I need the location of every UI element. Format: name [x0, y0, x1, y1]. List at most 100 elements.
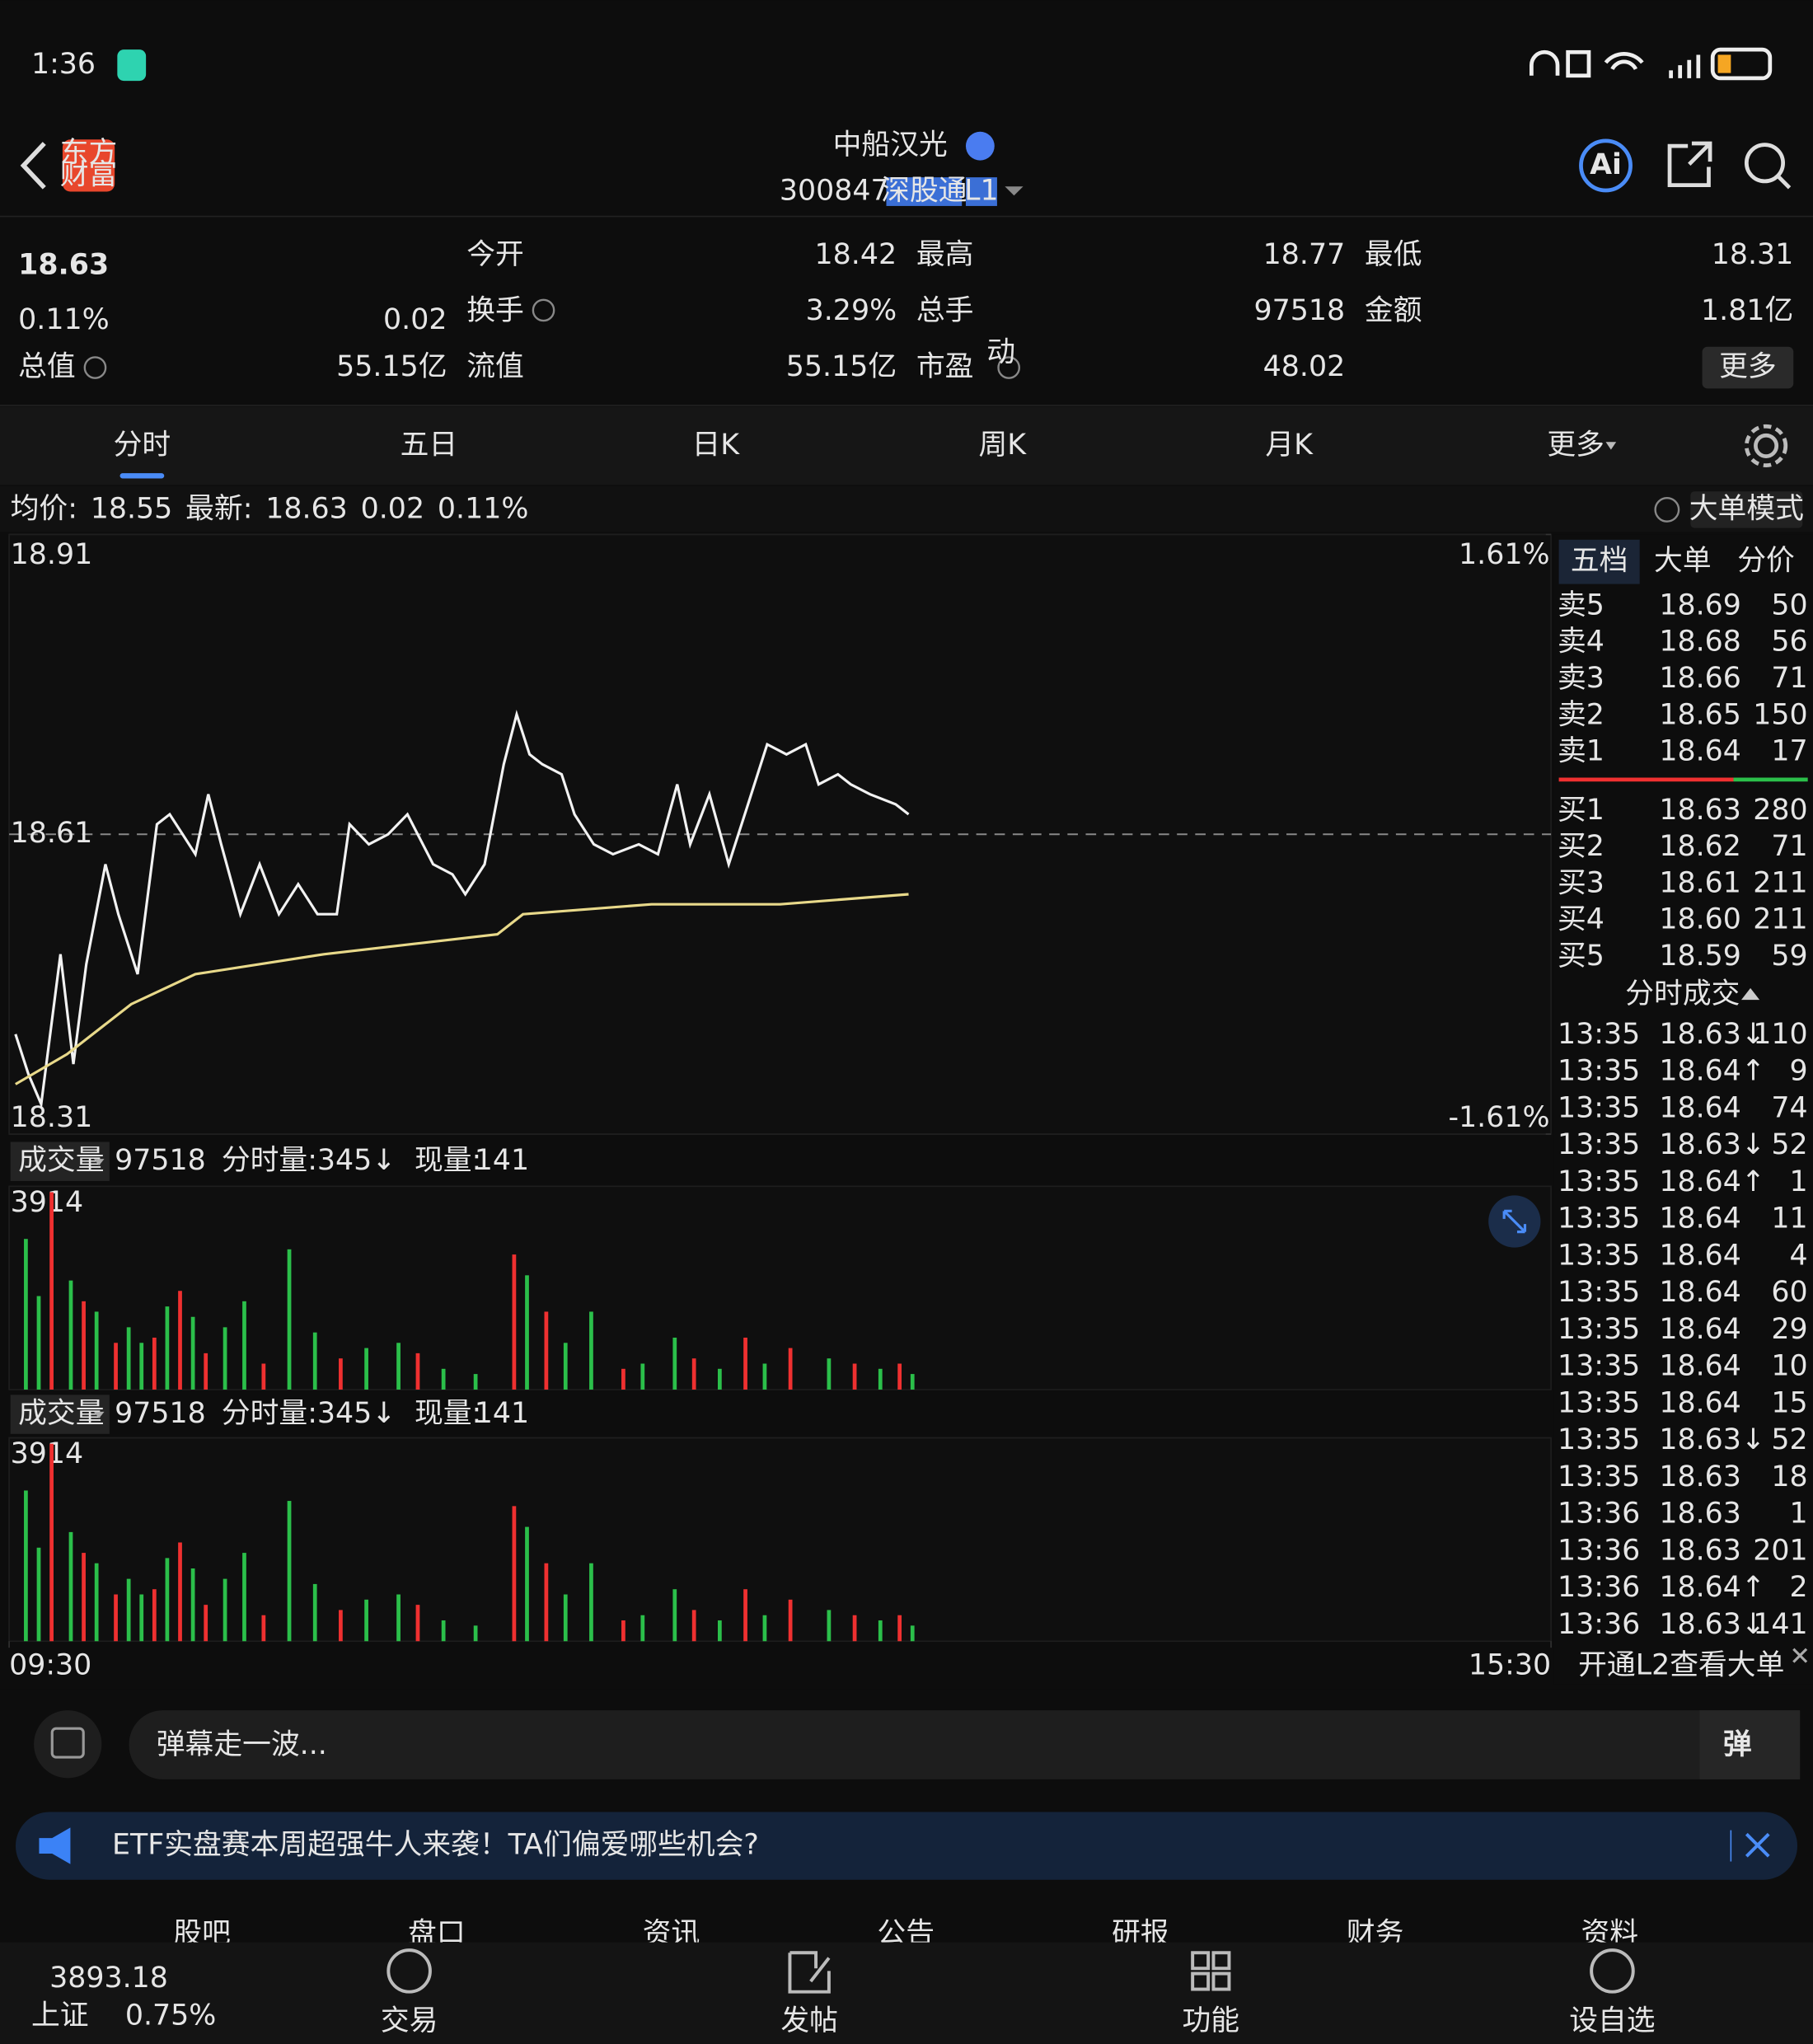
book-price: 18.68	[1659, 626, 1741, 659]
book-volume: 17	[1771, 735, 1807, 768]
field-label: 流值	[466, 350, 524, 383]
current-volume: 141	[475, 1397, 529, 1430]
search-button[interactable]	[1744, 143, 1792, 190]
nav-item[interactable]: 设自选	[1569, 2004, 1655, 2037]
side-tab[interactable]: 大单	[1654, 545, 1712, 578]
mode-button[interactable]	[1690, 491, 1803, 528]
volume-bar	[223, 1578, 227, 1642]
index-value[interactable]: 3893.18	[49, 1962, 168, 1995]
volume-bar	[852, 1615, 857, 1642]
volume-bar	[827, 1358, 832, 1390]
trade-price: 18.64	[1659, 1091, 1741, 1124]
index-name: 上证	[31, 1999, 89, 2032]
volume-selector[interactable]	[10, 1395, 110, 1434]
tab[interactable]: 更多	[1547, 429, 1605, 462]
side-panel	[1553, 534, 1813, 1685]
battery-level	[1717, 54, 1731, 73]
volume-bar	[621, 1368, 625, 1390]
more-label: 更多	[1719, 350, 1777, 383]
tab[interactable]: 月K	[1265, 429, 1314, 462]
trade-price: 18.63↓	[1659, 1608, 1765, 1641]
logo[interactable]	[62, 139, 115, 192]
volume-selector[interactable]	[10, 1142, 110, 1181]
l2-link[interactable]: 开通L2查看大单	[1578, 1648, 1784, 1681]
field-value: 55.15亿	[336, 350, 447, 383]
side-tab[interactable]: 分价	[1737, 545, 1795, 578]
volume-bar	[49, 1192, 54, 1390]
help-icon[interactable]	[1654, 497, 1680, 523]
trade-price: 18.64↑	[1659, 1055, 1765, 1088]
trade-volume: 9	[1790, 1055, 1808, 1088]
tab[interactable]: 日K	[691, 429, 740, 462]
banner-close[interactable]	[1745, 1832, 1770, 1858]
trade-volume: 18	[1771, 1460, 1807, 1493]
y-tick-label: 3914	[11, 1186, 84, 1219]
more-button[interactable]	[1702, 346, 1794, 389]
volume-bar	[589, 1563, 593, 1642]
comment-input[interactable]	[129, 1710, 1801, 1779]
volume-bar	[242, 1553, 246, 1642]
book-label: 买3	[1558, 866, 1605, 899]
volume-bar	[364, 1599, 368, 1642]
trade-volume: 52	[1771, 1128, 1807, 1161]
back-button[interactable]	[20, 142, 46, 190]
field-value: 97518	[1254, 294, 1346, 327]
collapse-icon[interactable]	[1741, 987, 1760, 1001]
y2-tick-label: 1.61%	[1459, 538, 1549, 571]
danmaku-button[interactable]	[1699, 1710, 1801, 1779]
volume-bar	[878, 1620, 883, 1642]
volume-bar	[24, 1490, 28, 1642]
book-label: 买2	[1558, 830, 1605, 863]
volume-bar	[204, 1605, 208, 1642]
volume-bar	[743, 1337, 747, 1390]
nav-item[interactable]: 发帖	[780, 2004, 838, 2037]
level-bg	[965, 177, 997, 206]
ai-button[interactable]	[1579, 138, 1633, 193]
trade-price: 18.63↓	[1659, 1128, 1765, 1161]
volume-panel	[8, 1437, 1552, 1643]
book-volume: 56	[1771, 626, 1807, 659]
banner[interactable]	[15, 1812, 1798, 1880]
banner-icon	[39, 1827, 71, 1864]
share-button[interactable]	[1667, 141, 1712, 187]
nav-item[interactable]: 交易	[381, 2004, 438, 2037]
volume-bar	[152, 1589, 157, 1642]
volume-bar	[396, 1343, 401, 1390]
current-label: 现量:	[415, 1144, 481, 1177]
banner-text: ETF实盘赛本周超强牛人来袭！TA们偏爱哪些机会?	[112, 1829, 759, 1862]
volume-total: 97518	[115, 1144, 206, 1177]
trade-price: 18.63	[1659, 1498, 1741, 1531]
volume-bar	[544, 1311, 549, 1390]
dropdown[interactable]	[1005, 186, 1024, 196]
volume-bar	[24, 1239, 28, 1390]
trade-price: 18.64	[1659, 1313, 1741, 1346]
book-label: 卖2	[1558, 698, 1605, 731]
field-value: 18.42	[815, 238, 897, 271]
trade-price: 18.63↓	[1659, 1018, 1765, 1051]
trade-volume: 15	[1771, 1386, 1807, 1419]
tab[interactable]: 五日	[401, 429, 458, 462]
current-label: 现量:	[415, 1397, 481, 1430]
volume-bar	[525, 1526, 529, 1642]
book-price: 18.66	[1659, 662, 1741, 695]
volume-bar	[139, 1343, 144, 1390]
tab[interactable]: 周K	[978, 429, 1027, 462]
volume-bar	[152, 1337, 157, 1390]
stock-tag: 深股通	[881, 175, 967, 208]
volume-bar	[897, 1363, 902, 1390]
settings-button[interactable]	[1744, 424, 1788, 468]
note-button[interactable]	[34, 1710, 102, 1779]
tab[interactable]: 分时	[114, 429, 171, 462]
status-icons	[1530, 47, 1773, 81]
book-price: 18.62	[1659, 830, 1741, 863]
trades-title: 分时成交	[1625, 977, 1740, 1010]
note-icon	[50, 1727, 85, 1759]
volume-bar	[415, 1353, 420, 1390]
tab-indicator	[119, 473, 165, 479]
nav-item[interactable]: 功能	[1183, 2004, 1240, 2037]
book-price: 18.69	[1659, 588, 1741, 621]
side-tab[interactable]: 五档	[1571, 545, 1628, 578]
close-l2[interactable]	[1792, 1648, 1808, 1663]
volume-bar	[563, 1343, 568, 1390]
volume-bar	[339, 1610, 343, 1642]
